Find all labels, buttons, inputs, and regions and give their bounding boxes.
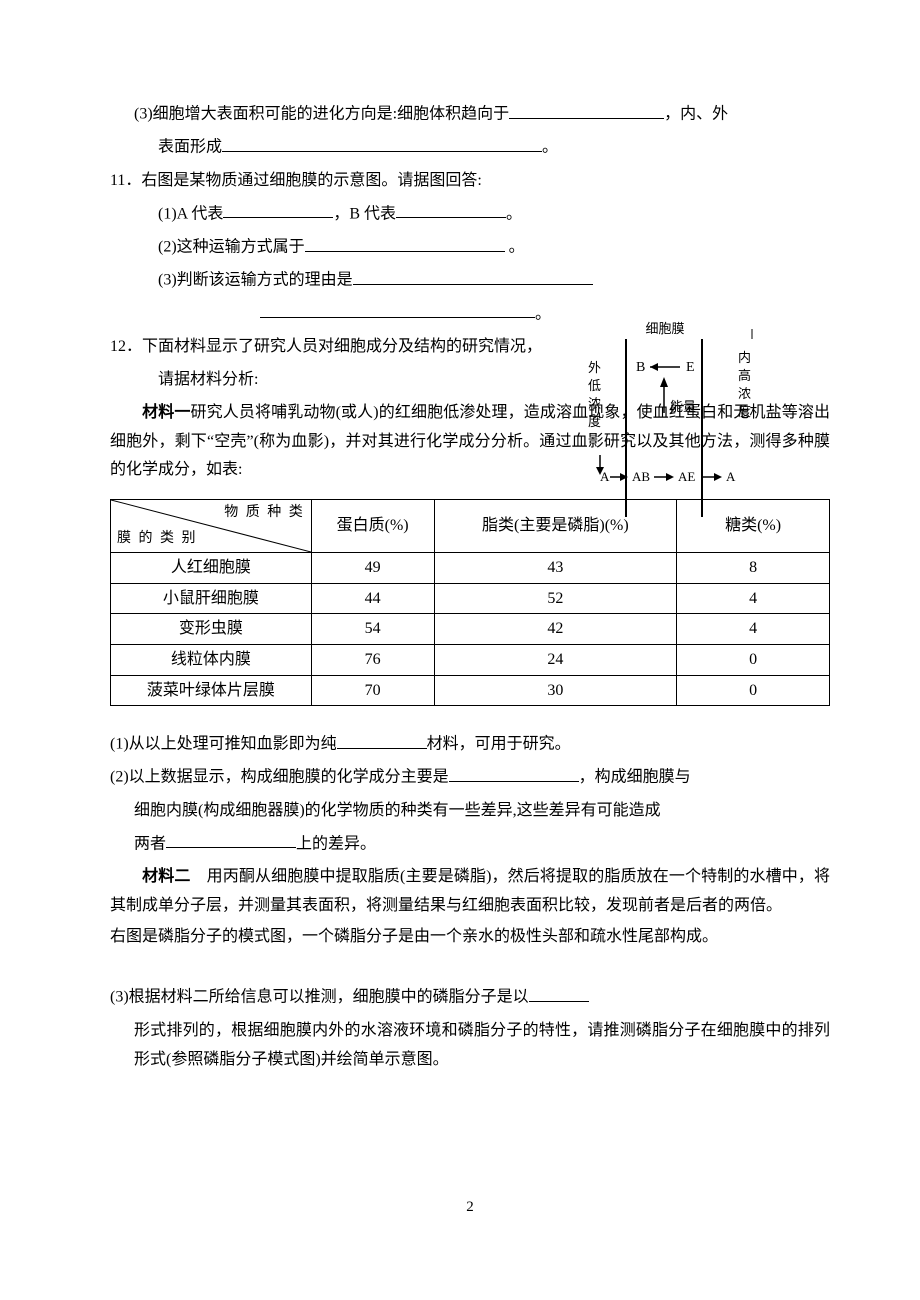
q11-p2a: (2)这种运输方式属于 xyxy=(158,239,305,256)
svg-text:度: 度 xyxy=(588,414,601,429)
q11-blank3a[interactable] xyxy=(353,266,593,285)
q11-p3-cont: 。 xyxy=(110,300,630,329)
diag-bottom-label: 膜 的 类 别 xyxy=(117,528,198,550)
cell: 70 xyxy=(311,675,434,706)
q12-blank1[interactable] xyxy=(337,730,427,749)
q12-p2a: (2)以上数据显示，构成细胞膜的化学成分主要是 xyxy=(110,769,449,786)
svg-text:浓: 浓 xyxy=(738,386,751,401)
material2-label: 材料二 xyxy=(142,868,190,885)
q11-p1c: 。 xyxy=(506,205,522,222)
q11-p3: (3)判断该运输方式的理由是 xyxy=(110,266,630,295)
svg-text:低: 低 xyxy=(588,378,601,393)
cell: 54 xyxy=(311,614,434,645)
table-row: 菠菜叶绿体片层膜70300 xyxy=(111,675,830,706)
q11-p3a: (3)判断该运输方式的理由是 xyxy=(158,272,353,289)
q12-p1b: 材料，可用于研究。 xyxy=(427,736,571,753)
cell: 30 xyxy=(434,675,677,706)
cell: 8 xyxy=(677,553,830,584)
q12-p2: (2)以上数据显示，构成细胞膜的化学成分主要是 ，构成细胞膜与 xyxy=(110,763,830,792)
col-protein: 蛋白质(%) xyxy=(311,500,434,553)
q12-p2-line3: 两者 上的差异。 xyxy=(110,830,830,859)
svg-text:A: A xyxy=(726,469,736,484)
table-diag-header: 物 质 种 类 膜 的 类 别 xyxy=(111,500,312,553)
diagram-title: 细胞膜 xyxy=(645,321,684,336)
q11-p3b: 。 xyxy=(535,305,551,322)
page-number: 2 xyxy=(110,1194,830,1221)
q12-p2-line2: 细胞内膜(构成细胞器膜)的化学物质的种类有一些差异,这些差异有可能造成 xyxy=(110,797,830,826)
svg-text:E: E xyxy=(686,360,695,375)
cell: 4 xyxy=(677,583,830,614)
q11-blank2[interactable] xyxy=(305,233,505,252)
q10-text2: ，内、外 xyxy=(664,106,728,123)
cell: 52 xyxy=(434,583,677,614)
q11-lead: 11．右图是某物质通过细胞膜的示意图。请据图回答: xyxy=(110,167,630,196)
table-row: 人红细胞膜49438 xyxy=(111,553,830,584)
q12-material2: 材料二 用丙酮从细胞膜中提取脂质(主要是磷脂)，然后将提取的脂质放在一个特制的水… xyxy=(110,863,830,921)
row-label: 线粒体内膜 xyxy=(111,644,312,675)
svg-text:内: 内 xyxy=(738,350,751,365)
q11-blank1a[interactable] xyxy=(223,200,333,219)
q11-p1: (1)A 代表 ，B 代表 。 xyxy=(110,200,630,229)
q11-p2b: 。 xyxy=(505,239,525,256)
q10-text1: (3)细胞增大表面积可能的进化方向是:细胞体积趋向于 xyxy=(134,106,509,123)
cell: 76 xyxy=(311,644,434,675)
material1-label: 材料一 xyxy=(142,404,190,421)
q12-p3a: (3)根据材料二所给信息可以推测，细胞膜中的磷脂分子是以 xyxy=(110,989,529,1006)
row-label: 人红细胞膜 xyxy=(111,553,312,584)
q12-p3: (3)根据材料二所给信息可以推测，细胞膜中的磷脂分子是以 xyxy=(110,983,830,1012)
q10-text3: 表面形成 xyxy=(158,139,222,156)
q12-p2b: ，构成细胞膜与 xyxy=(579,769,691,786)
q11-blank1b[interactable] xyxy=(396,200,506,219)
q10-text4: 。 xyxy=(542,139,558,156)
q12-blank2[interactable] xyxy=(449,763,579,782)
cell: 43 xyxy=(434,553,677,584)
q12-p2-line3a: 两者 xyxy=(134,835,166,852)
cell: 44 xyxy=(311,583,434,614)
cell: 24 xyxy=(434,644,677,675)
cell: 0 xyxy=(677,675,830,706)
table-row: 小鼠肝细胞膜44524 xyxy=(111,583,830,614)
q10-line1: (3)细胞增大表面积可能的进化方向是:细胞体积趋向于 ，内、外 xyxy=(110,100,830,129)
q12-p2-line3b: 上的差异。 xyxy=(296,835,376,852)
membrane-composition-table: 物 质 种 类 膜 的 类 别 蛋白质(%) 脂类(主要是磷脂)(%) 糖类(%… xyxy=(110,499,830,706)
membrane-diagram: 细胞膜 外 低 浓 度 内 高 浓 度 B E xyxy=(570,317,760,517)
svg-text:外: 外 xyxy=(588,360,601,375)
svg-text:B: B xyxy=(636,360,645,375)
table-row: 变形虫膜54424 xyxy=(111,614,830,645)
diag-top-label: 物 质 种 类 xyxy=(224,502,305,524)
svg-text:度: 度 xyxy=(738,404,751,419)
q11-p1b: ，B 代表 xyxy=(333,205,396,222)
svg-text:能量: 能量 xyxy=(670,399,696,414)
row-label: 小鼠肝细胞膜 xyxy=(111,583,312,614)
q12-p3-line2: 形式排列的，根据细胞膜内外的水溶液环境和磷脂分子的特性，请推测磷脂分子在细胞膜中… xyxy=(110,1017,830,1075)
q12-p1a: (1)从以上处理可推知血影即为纯 xyxy=(110,736,337,753)
table-row: 线粒体内膜76240 xyxy=(111,644,830,675)
svg-text:AE: AE xyxy=(678,469,695,484)
cell: 4 xyxy=(677,614,830,645)
q12-p1: (1)从以上处理可推知血影即为纯 材料，可用于研究。 xyxy=(110,730,830,759)
q12-blank3[interactable] xyxy=(166,830,296,849)
q10-blank2[interactable] xyxy=(222,133,542,152)
cell: 42 xyxy=(434,614,677,645)
q10-line2: 表面形成 。 xyxy=(110,133,830,162)
cell: 49 xyxy=(311,553,434,584)
svg-text:浓: 浓 xyxy=(588,396,601,411)
svg-text:高: 高 xyxy=(738,368,751,383)
svg-text:AB: AB xyxy=(632,469,650,484)
cell: 0 xyxy=(677,644,830,675)
row-label: 变形虫膜 xyxy=(111,614,312,645)
q11-p2: (2)这种运输方式属于 。 xyxy=(110,233,630,262)
q11-p1a: (1)A 代表 xyxy=(158,205,223,222)
q12-material2-text2: 右图是磷脂分子的模式图，一个磷脂分子是由一个亲水的极性头部和疏水性尾部构成。 xyxy=(110,923,830,952)
material2-text: 用丙酮从细胞膜中提取脂质(主要是磷脂)，然后将提取的脂质放在一个特制的水槽中，将… xyxy=(110,868,830,914)
q11-blank3b[interactable] xyxy=(260,300,535,319)
row-label: 菠菜叶绿体片层膜 xyxy=(111,675,312,706)
q12-blank4[interactable] xyxy=(529,983,589,1002)
q10-blank1[interactable] xyxy=(509,100,664,119)
